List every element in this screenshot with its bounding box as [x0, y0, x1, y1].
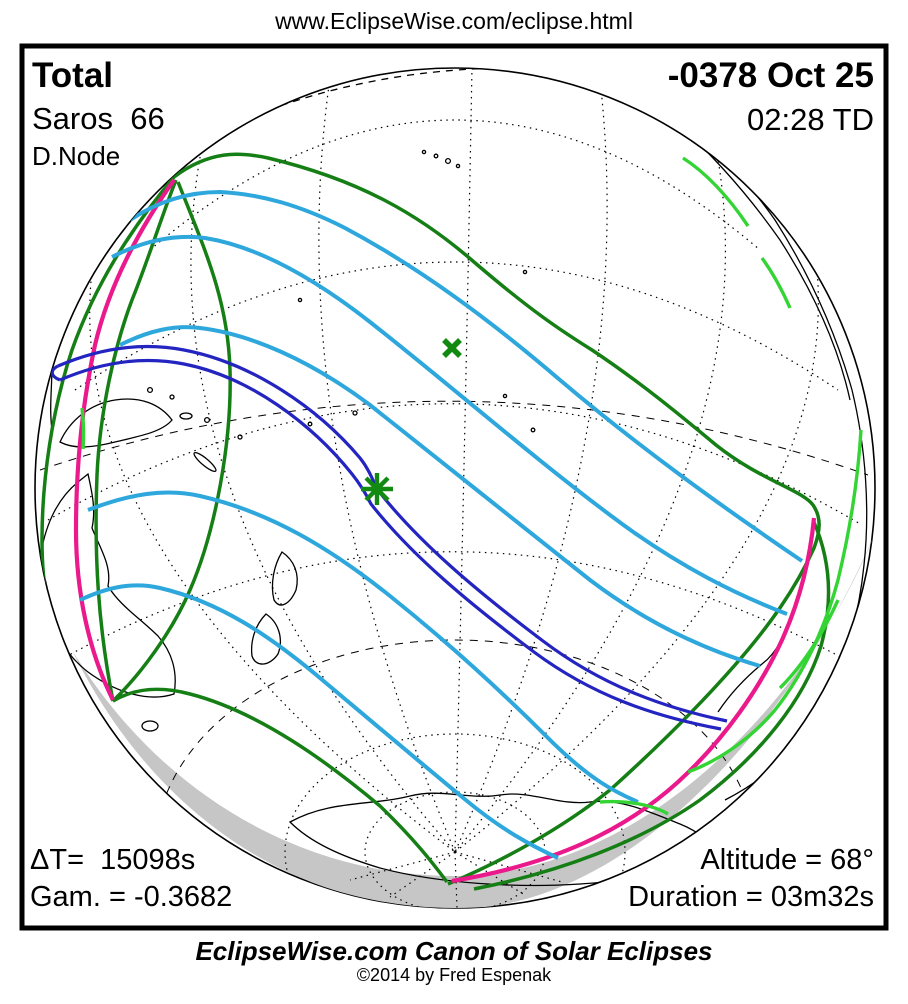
island-specks — [146, 149, 536, 440]
new-britain — [179, 412, 193, 420]
gamma-value: Gam. = -0.3682 — [30, 881, 233, 913]
delta-t-value: ΔT= 15098s — [30, 844, 196, 876]
max-eclipse-sunrise-sunset-curves — [73, 178, 817, 884]
duration-value: Duration = 03m32s — [628, 881, 874, 913]
contour-3 — [119, 325, 761, 668]
path-west-cap — [50, 364, 61, 382]
contour-5 — [79, 583, 559, 860]
antarctica-coast — [288, 792, 732, 887]
coast-sunrise-sunset-segments — [80, 156, 863, 816]
node-label: D.Node — [32, 141, 121, 171]
penumbra-limit-inner-east — [473, 519, 831, 891]
new-caledonia — [193, 451, 217, 473]
page-url-header: www.EclipseWise.com/eclipse.html — [275, 8, 633, 34]
new-zealand-south-island — [250, 613, 281, 665]
penumbra-limit-north-and-east — [172, 152, 821, 886]
altitude-value: Altitude = 68° — [700, 844, 874, 876]
eclipse-type-label: Total — [32, 56, 114, 95]
eclipse-end-sunrise-west — [94, 179, 178, 702]
contour-1 — [128, 189, 804, 563]
new-zealand-north-island — [271, 551, 298, 606]
eclipse-time: 02:28 TD — [747, 102, 874, 137]
graticule-meridians — [89, 68, 819, 908]
contour-2 — [111, 234, 788, 616]
penumbral-limit-curves — [40, 152, 831, 891]
subsolar-point-marker — [442, 338, 462, 358]
greatest-eclipse-marker — [361, 473, 393, 505]
eclipse-date: -0378 Oct 25 — [667, 56, 874, 95]
footer-title: EclipseWise.com Canon of Solar Eclipses — [195, 936, 713, 966]
magnitude-contours — [79, 189, 804, 860]
footer-copyright: ©2014 by Fred Espenak — [356, 965, 552, 985]
australia-coast — [39, 472, 176, 698]
central-path — [50, 344, 728, 731]
eclipse-begin-sunrise-and-south-arc — [111, 181, 449, 884]
path-south-limit — [59, 358, 722, 731]
contour-4 — [87, 490, 639, 804]
path-north-limit — [57, 344, 728, 723]
magenta-west-arc — [73, 178, 176, 701]
tasmania — [141, 720, 159, 732]
saros-label: Saros 66 — [32, 101, 165, 136]
magenta-east-bottom-arc — [451, 517, 817, 884]
